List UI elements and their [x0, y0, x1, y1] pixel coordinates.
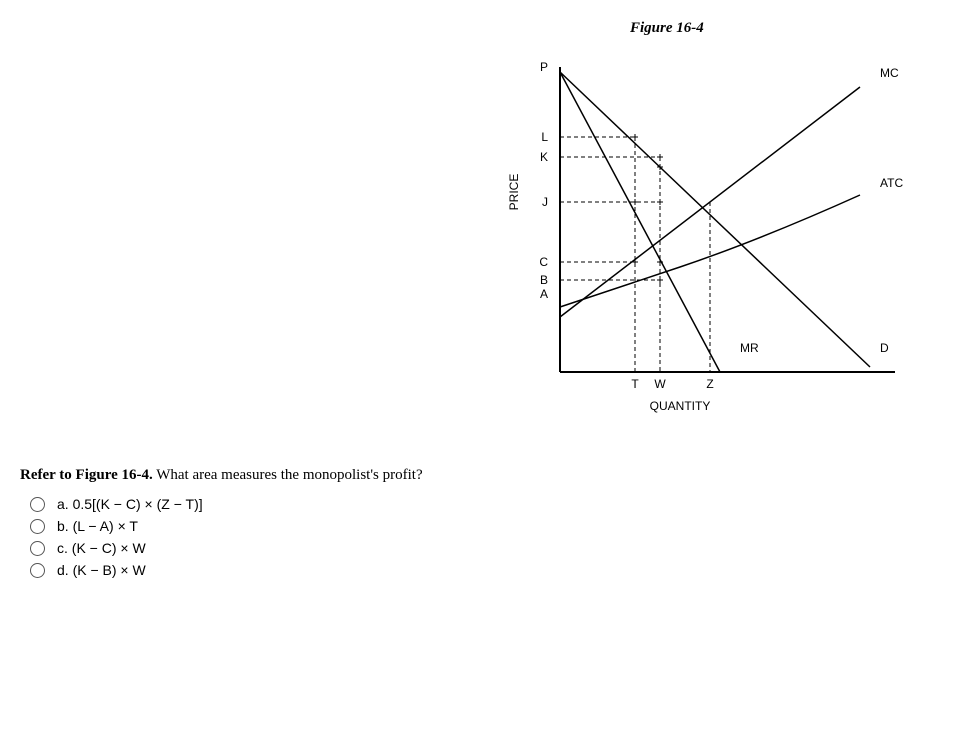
svg-text:L: L [541, 130, 548, 144]
svg-text:D: D [880, 341, 889, 355]
monopoly-chart: D MR MC ATC P LK J CBA T W Z PRICE QUANTITY [500, 62, 920, 422]
option-label: b. (L − A) × T [57, 518, 138, 534]
option-b[interactable]: b. (L − A) × T [30, 518, 943, 534]
svg-text:C: C [539, 255, 548, 269]
radio-a[interactable] [30, 497, 45, 512]
option-label: d. (K − B) × W [57, 562, 146, 578]
svg-text:J: J [542, 195, 548, 209]
question-body: What area measures the monopolist's prof… [153, 467, 423, 483]
svg-text:MC: MC [880, 66, 899, 80]
svg-text:T: T [631, 377, 639, 391]
svg-text:MR: MR [740, 341, 759, 355]
figure-title: Figure 16-4 [630, 20, 943, 37]
svg-text:P: P [540, 62, 548, 74]
svg-text:QUANTITY: QUANTITY [650, 399, 711, 413]
question-block: Refer to Figure 16-4. What area measures… [20, 467, 943, 578]
svg-text:A: A [540, 287, 548, 301]
radio-b[interactable] [30, 519, 45, 534]
svg-text:B: B [540, 273, 548, 287]
options-list: a. 0.5[(K − C) × (Z − T)] b. (L − A) × T c… [20, 496, 943, 578]
question-text: Refer to Figure 16-4. What area measures… [20, 467, 943, 484]
svg-text:K: K [540, 150, 548, 164]
svg-text:W: W [654, 377, 666, 391]
option-label: c. (K − C) × W [57, 540, 146, 556]
radio-d[interactable] [30, 563, 45, 578]
option-d[interactable]: d. (K − B) × W [30, 562, 943, 578]
figure-region: Figure 16-4 D MR MC ATC P LK J CBA T W Z PRICE QUANT… [500, 20, 943, 427]
svg-text:PRICE: PRICE [507, 174, 521, 211]
svg-text:ATC: ATC [880, 176, 903, 190]
option-label: a. 0.5[(K − C) × (Z − T)] [57, 496, 203, 512]
radio-c[interactable] [30, 541, 45, 556]
question-prefix: Refer to Figure 16-4. [20, 467, 153, 483]
option-a[interactable]: a. 0.5[(K − C) × (Z − T)] [30, 496, 943, 512]
option-c[interactable]: c. (K − C) × W [30, 540, 943, 556]
svg-text:Z: Z [706, 377, 713, 391]
